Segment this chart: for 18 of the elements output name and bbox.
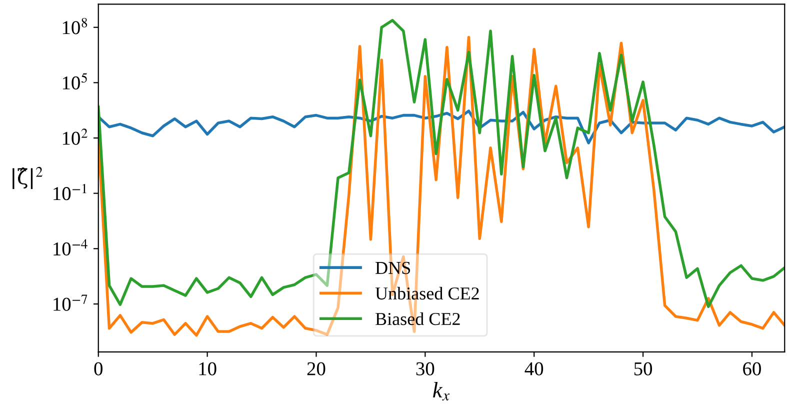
- x-axis-title: k$_{x}$: [433, 382, 450, 400]
- x-tick-label: 20: [307, 362, 326, 376]
- legend-label: Unbiased CE2: [375, 286, 479, 300]
- y-tick-label: 10$^{−4}$: [54, 239, 88, 256]
- x-tick-label: 30: [416, 362, 434, 376]
- x-tick-label: 60: [743, 362, 761, 376]
- y-tick-label: 10$^{2}$: [62, 128, 88, 145]
- y-tick-label: 10$^{8}$: [62, 18, 88, 34]
- y-tick-label: 10$^{−1}$: [54, 184, 86, 200]
- x-tick-label: 40: [524, 362, 544, 376]
- x-tick-label: 50: [634, 362, 652, 376]
- x-tick-label: 0: [94, 362, 102, 376]
- y-tick-label: 10$^{5}$: [62, 73, 87, 90]
- legend-label: DNS: [376, 262, 410, 274]
- legend-label: Biased CE2: [376, 312, 460, 326]
- x-tick-label: 10: [199, 362, 216, 376]
- y-axis-title: |ζ̂|$^{2}$: [12, 166, 42, 190]
- y-tick-label: 10$^{−7}$: [54, 294, 88, 311]
